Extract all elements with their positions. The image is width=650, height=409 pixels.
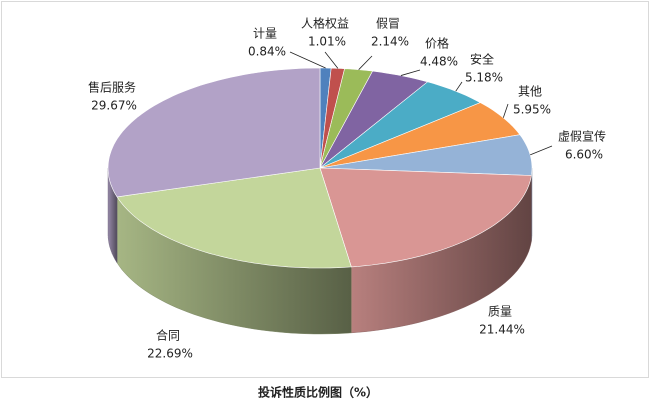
- slice: [319, 134, 533, 176]
- leader-line: [289, 51, 326, 69]
- slice: [107, 67, 321, 198]
- leader-line: [400, 69, 421, 76]
- slice: [319, 81, 482, 169]
- slice-label: 合同: [156, 328, 180, 343]
- leader-line: [455, 81, 463, 92]
- chart-title: 投诉性质比例图（%）: [258, 385, 378, 400]
- slice-value-label: 0.84%: [248, 45, 286, 59]
- slice-value-label: 22.69%: [147, 347, 193, 361]
- slice: [319, 102, 521, 169]
- slice-label: 计量: [253, 27, 277, 41]
- chart-frame: [1, 1, 649, 378]
- slice-label: 价格: [425, 36, 449, 51]
- leader-line: [324, 51, 339, 69]
- slice-label: 其他: [518, 85, 542, 99]
- slice-value-label: 5.95%: [513, 103, 551, 117]
- slice-value-label: 6.60%: [565, 148, 603, 162]
- slice: [319, 167, 532, 268]
- slice-label: 安全: [470, 52, 494, 67]
- leader-line: [530, 145, 553, 156]
- leader-line: [502, 103, 509, 118]
- slice-label: 假冒: [376, 17, 400, 31]
- slice-label: 人格权益: [301, 16, 349, 31]
- leader-line: [358, 55, 373, 70]
- slice-label: 售后服务: [88, 80, 136, 95]
- slice-value-label: 21.44%: [479, 323, 525, 337]
- slice-value-label: 29.67%: [91, 99, 137, 113]
- slice: [319, 70, 429, 169]
- slice-label: 质量: [488, 305, 512, 319]
- slice-value-label: 4.48%: [420, 55, 458, 69]
- slice: [116, 167, 352, 269]
- slice-label: 虚假宣传: [558, 129, 606, 144]
- slice-value-label: 2.14%: [371, 35, 409, 49]
- slice-value-label: 1.01%: [308, 35, 346, 49]
- slice-value-label: 5.18%: [465, 71, 503, 85]
